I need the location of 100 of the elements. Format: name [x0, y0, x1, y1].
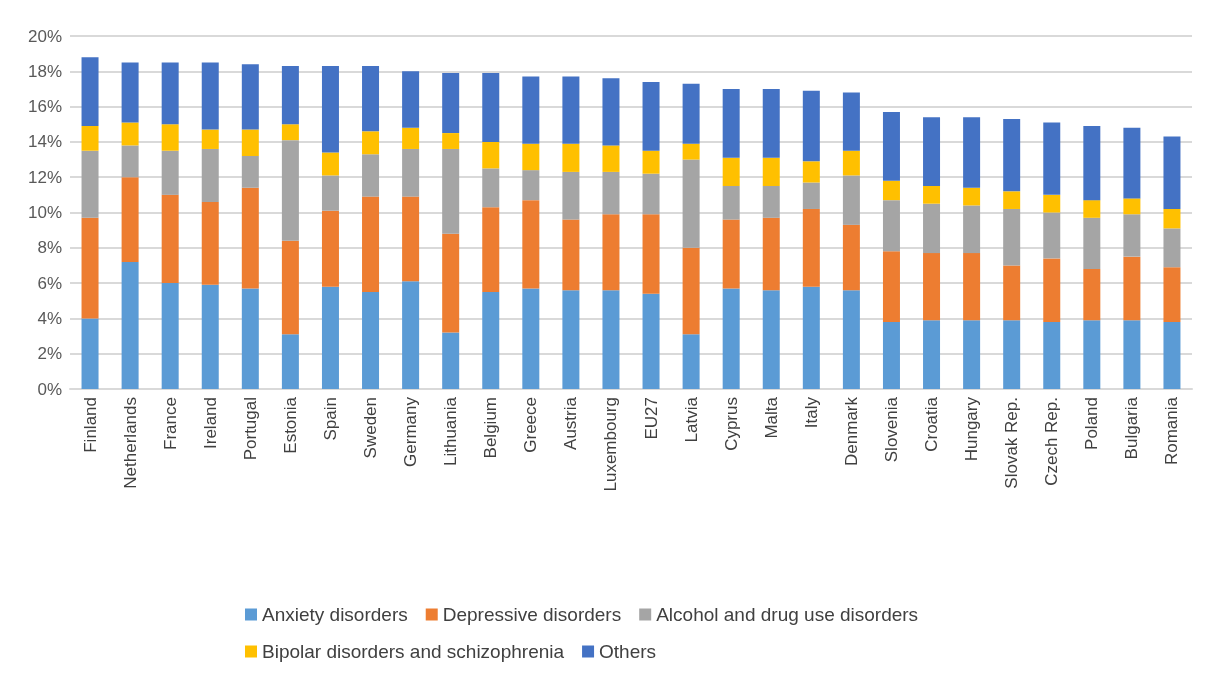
x-tick-label: Estonia — [280, 396, 300, 454]
bar — [161, 194, 179, 284]
bar — [442, 233, 460, 333]
x-tick-label: Hungary — [962, 396, 982, 462]
bar — [201, 148, 219, 202]
bar — [201, 284, 219, 389]
bar — [482, 73, 500, 142]
bar — [682, 159, 700, 248]
legend-label: Depressive disorders — [442, 604, 622, 625]
bar — [482, 168, 500, 208]
bar — [522, 76, 540, 144]
bar — [241, 187, 259, 289]
bar — [1083, 320, 1101, 389]
x-tick-label: Romania — [1162, 396, 1182, 466]
bar — [241, 64, 259, 130]
bar — [1083, 126, 1101, 201]
bar — [602, 145, 620, 172]
bar — [522, 170, 540, 201]
bar — [602, 290, 620, 389]
bar — [762, 186, 780, 218]
bar — [81, 318, 99, 389]
bar — [882, 251, 900, 322]
bar — [882, 321, 900, 389]
bar — [762, 290, 780, 389]
bar — [802, 182, 820, 209]
bar — [1083, 200, 1101, 218]
bar — [762, 217, 780, 291]
bar — [1043, 321, 1061, 389]
bar — [923, 203, 941, 254]
bar — [482, 141, 500, 169]
x-tick-label: Denmark — [841, 396, 861, 466]
bar — [1123, 214, 1141, 257]
bar — [281, 140, 299, 241]
bar — [842, 150, 860, 176]
bar — [882, 180, 900, 201]
bar — [161, 283, 179, 389]
x-tick-label: Ireland — [200, 397, 220, 449]
bar — [642, 293, 660, 389]
bar — [1083, 217, 1101, 269]
bar — [923, 253, 941, 321]
x-tick-label: Poland — [1082, 397, 1102, 450]
bar — [1163, 136, 1181, 209]
bar — [362, 196, 380, 292]
x-tick-label: Czech Rep. — [1042, 397, 1062, 486]
bar — [241, 156, 259, 188]
bar — [482, 291, 500, 389]
bar — [121, 122, 139, 146]
x-tick-label: Croatia — [922, 396, 942, 452]
bar — [1043, 212, 1061, 259]
bar — [562, 290, 580, 389]
bar — [1123, 127, 1141, 199]
bar — [963, 187, 981, 206]
legend-label: Alcohol and drug use disorders — [656, 604, 919, 625]
bar — [963, 205, 981, 254]
legend-label: Anxiety disorders — [262, 604, 408, 625]
x-tick-label: Spain — [320, 397, 340, 441]
y-tick-label: 6% — [37, 273, 62, 293]
bar — [241, 288, 259, 389]
bar — [81, 57, 99, 127]
x-tick-label: Finland — [80, 397, 100, 453]
bar — [963, 117, 981, 188]
y-tick-label: 8% — [37, 238, 62, 258]
y-tick-label: 16% — [27, 97, 62, 117]
bar — [602, 78, 620, 146]
x-tick-label: Cyprus — [721, 397, 741, 451]
bar — [1123, 198, 1141, 215]
bar — [1003, 191, 1021, 209]
bar — [442, 133, 460, 149]
bar — [522, 288, 540, 389]
x-tick-label: Sweden — [361, 397, 381, 459]
bar — [121, 62, 139, 123]
bar — [1163, 228, 1181, 268]
x-tick-label: Malta — [761, 396, 781, 439]
bar — [802, 90, 820, 162]
bar — [321, 152, 339, 176]
bar — [362, 291, 380, 389]
bar — [482, 207, 500, 292]
bar — [161, 62, 179, 125]
bar — [562, 171, 580, 220]
y-tick-label: 10% — [27, 203, 62, 222]
bar — [1083, 268, 1101, 321]
bar — [602, 214, 620, 291]
bar — [442, 332, 460, 389]
bar — [682, 143, 700, 160]
x-tick-label: Italy — [801, 396, 821, 429]
bar — [1123, 256, 1141, 321]
bar — [923, 117, 941, 187]
x-tick-label: France — [160, 397, 180, 450]
bar — [1163, 321, 1181, 389]
bar — [842, 224, 860, 291]
bar — [642, 81, 660, 151]
bar — [923, 186, 941, 204]
bar — [923, 320, 941, 389]
y-tick-label: 14% — [27, 132, 62, 152]
bar — [562, 76, 580, 144]
bar — [321, 175, 339, 211]
bar — [201, 62, 219, 130]
y-tick-label: 2% — [37, 344, 62, 364]
bar — [1003, 265, 1021, 321]
bar — [81, 217, 99, 319]
